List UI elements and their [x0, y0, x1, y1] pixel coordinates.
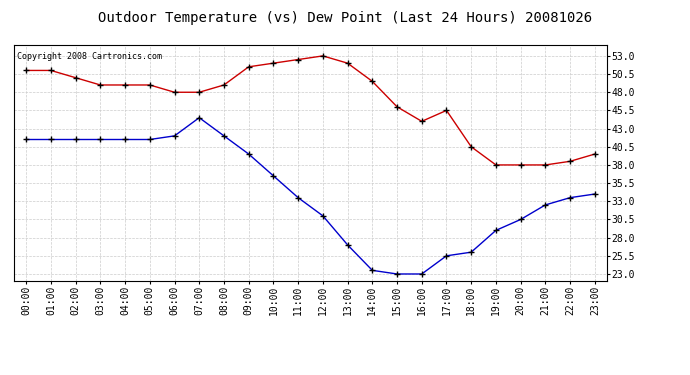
Text: Outdoor Temperature (vs) Dew Point (Last 24 Hours) 20081026: Outdoor Temperature (vs) Dew Point (Last… — [98, 11, 592, 25]
Text: Copyright 2008 Cartronics.com: Copyright 2008 Cartronics.com — [17, 52, 161, 61]
